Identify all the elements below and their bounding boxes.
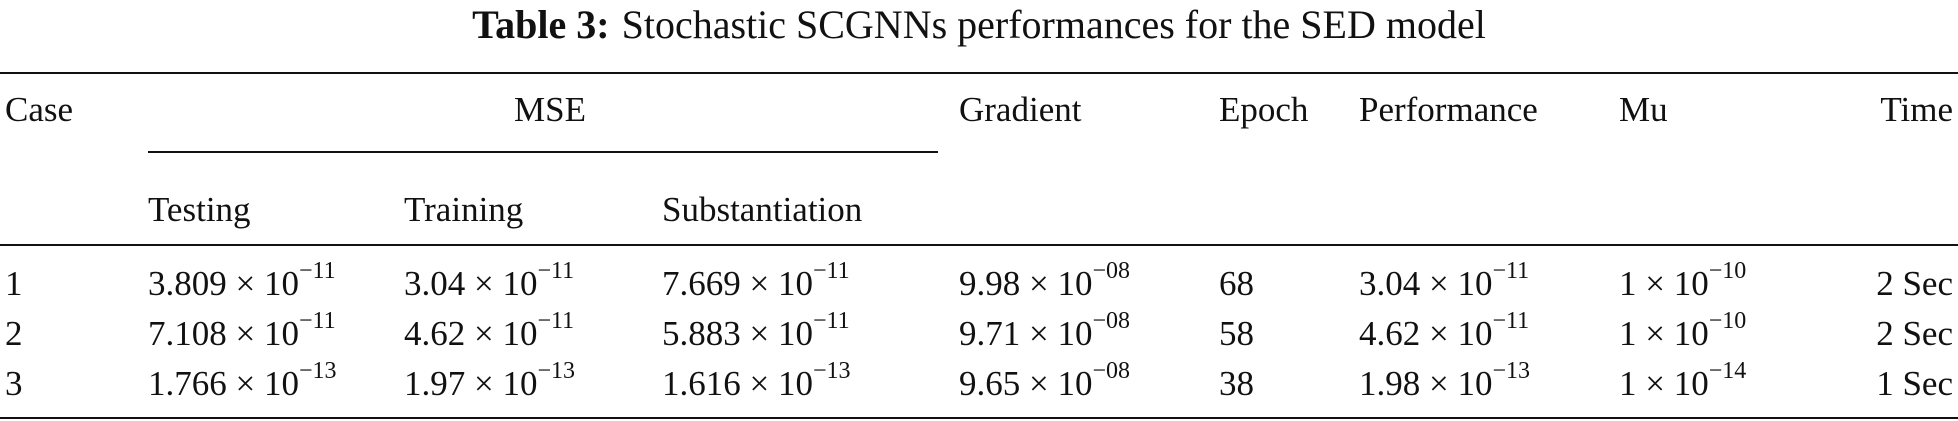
cell-exponent: −11 <box>537 308 575 335</box>
cell: 7.108 × 10−11 <box>148 309 336 354</box>
top-rule <box>0 72 1958 74</box>
cell-exponent: −10 <box>1708 258 1747 285</box>
cell: 2 Sec <box>1876 314 1953 353</box>
cell: 1 × 10−14 <box>1619 359 1746 404</box>
cell-base: 4.62 × 10 <box>404 314 538 353</box>
cell: 2 <box>5 314 23 353</box>
cell: 1 × 10−10 <box>1619 259 1746 304</box>
cell-base: 3.04 × 10 <box>404 264 538 303</box>
cell-base: 1.98 × 10 <box>1359 364 1493 403</box>
cell: 9.71 × 10−08 <box>959 309 1130 354</box>
cell-exponent: −14 <box>1708 358 1747 385</box>
header-cell: Epoch <box>1219 90 1309 129</box>
cell-base: 1.97 × 10 <box>404 364 538 403</box>
cell-base: 3.809 × 10 <box>148 264 299 303</box>
cell: 4.62 × 10−11 <box>404 309 574 354</box>
cell-exponent: −13 <box>813 358 851 385</box>
header-cell: Time <box>1880 90 1953 129</box>
header-cell: Mu <box>1619 90 1668 129</box>
cell-base: 5.883 × 10 <box>662 314 813 353</box>
cell-exponent: −11 <box>813 258 850 285</box>
cell-exponent: −08 <box>1092 308 1131 335</box>
caption: Table 3: Stochastic SCGNNs performances f… <box>0 2 1958 48</box>
cell: 68 <box>1219 264 1254 303</box>
cell-exponent: −11 <box>1492 308 1530 335</box>
cell-base: 7.108 × 10 <box>148 314 299 353</box>
cell-exponent: −11 <box>299 308 336 335</box>
subheader-cell: Training <box>404 190 524 229</box>
cell-base: 1.766 × 10 <box>148 364 299 403</box>
caption-text: Stochastic SCGNNs performances for the S… <box>621 2 1486 47</box>
cell-exponent: −08 <box>1092 258 1131 285</box>
cell: 3 <box>5 364 23 403</box>
cell-base: 9.71 × 10 <box>959 314 1093 353</box>
cell: 58 <box>1219 314 1254 353</box>
cell: 3.04 × 10−11 <box>1359 259 1529 304</box>
cell: 2 Sec <box>1876 264 1953 303</box>
cell: 3.04 × 10−11 <box>404 259 574 304</box>
cell: 1.98 × 10−13 <box>1359 359 1530 404</box>
header-cell: Case <box>5 90 74 129</box>
cell: 1 Sec <box>1876 364 1953 403</box>
cell-base: 9.65 × 10 <box>959 364 1093 403</box>
cell-base: 1 × 10 <box>1619 264 1709 303</box>
cell-exponent: −08 <box>1092 358 1131 385</box>
cell: 1.97 × 10−13 <box>404 359 575 404</box>
header-cell: MSE <box>514 90 586 129</box>
cell-exponent: −11 <box>813 308 850 335</box>
header-cell: Gradient <box>959 90 1082 129</box>
header-cell: Performance <box>1359 90 1538 129</box>
cell: 9.98 × 10−08 <box>959 259 1130 304</box>
subheader-cell: Substantiation <box>662 190 863 229</box>
cell: 1 × 10−10 <box>1619 309 1746 354</box>
bottom-rule <box>0 417 1958 419</box>
cell: 3.809 × 10−11 <box>148 259 336 304</box>
cell: 7.669 × 10−11 <box>662 259 850 304</box>
cell-exponent: −13 <box>1492 358 1531 385</box>
cell: 4.62 × 10−11 <box>1359 309 1529 354</box>
cell-exponent: −11 <box>537 258 575 285</box>
cell: 5.883 × 10−11 <box>662 309 850 354</box>
mse-rule <box>148 151 938 153</box>
mid-rule <box>0 244 1958 246</box>
cell-base: 1.616 × 10 <box>662 364 813 403</box>
caption-label: Table 3: <box>472 2 610 47</box>
cell-base: 4.62 × 10 <box>1359 314 1493 353</box>
cell-base: 3.04 × 10 <box>1359 264 1493 303</box>
cell-exponent: −13 <box>537 358 576 385</box>
cell: 38 <box>1219 364 1254 403</box>
cell: 1 <box>5 264 23 303</box>
cell-exponent: −11 <box>299 258 336 285</box>
cell-exponent: −13 <box>299 358 337 385</box>
cell-base: 7.669 × 10 <box>662 264 813 303</box>
cell-base: 1 × 10 <box>1619 314 1709 353</box>
subheader-cell: Testing <box>148 190 251 229</box>
cell-base: 1 × 10 <box>1619 364 1709 403</box>
cell-exponent: −11 <box>1492 258 1530 285</box>
cell: 1.766 × 10−13 <box>148 359 337 404</box>
cell-exponent: −10 <box>1708 308 1747 335</box>
cell-base: 9.98 × 10 <box>959 264 1093 303</box>
cell: 9.65 × 10−08 <box>959 359 1130 404</box>
cell: 1.616 × 10−13 <box>662 359 851 404</box>
